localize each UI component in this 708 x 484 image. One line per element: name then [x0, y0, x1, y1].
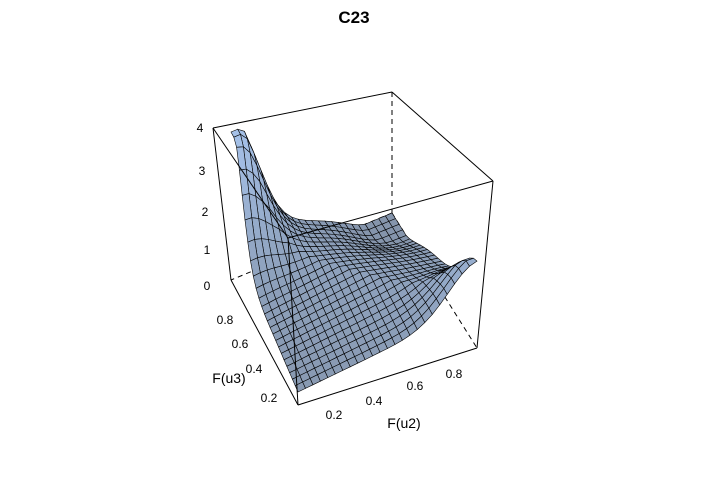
y-axis: 0.8 0.6 0.4 0.2 F(u3) [212, 313, 277, 405]
edge-front-vertical [287, 237, 299, 406]
edge-base-right [297, 347, 478, 406]
z-tick-label: 2 [202, 205, 209, 219]
y-tick-label: 0.4 [246, 362, 263, 376]
z-tick-label: 4 [197, 121, 204, 135]
y-tick-label: 0.2 [261, 391, 278, 405]
z-tick-label: 0 [204, 279, 211, 293]
y-tick-label: 0.6 [232, 337, 249, 351]
x-tick-label: 0.2 [326, 408, 343, 422]
surface-facet [294, 381, 306, 393]
y-tick-label: 0.8 [217, 313, 234, 327]
y-axis-label: F(u3) [212, 370, 245, 386]
x-tick-label: 0.8 [446, 367, 463, 381]
x-tick-label: 0.6 [407, 379, 424, 393]
x-tick-label: 0.4 [366, 394, 383, 408]
z-tick-label: 3 [199, 164, 206, 178]
x-axis-label: F(u2) [387, 415, 420, 431]
edge-top-back [212, 91, 393, 129]
x-axis: 0.2 0.4 0.6 0.8 F(u2) [326, 367, 463, 431]
box-edges [212, 91, 494, 406]
z-tick-label: 1 [204, 243, 211, 257]
edge-left-vertical [212, 127, 232, 281]
edge-top-right [391, 91, 494, 182]
chart-title: C23 [338, 8, 369, 27]
z-axis: 0 1 2 3 4 [197, 121, 211, 293]
edge-top-left [212, 127, 289, 239]
edge-base-left [230, 279, 299, 406]
surface-mesh [230, 128, 478, 393]
edge-right-vertical [476, 180, 494, 349]
edge-top-front [287, 180, 494, 239]
